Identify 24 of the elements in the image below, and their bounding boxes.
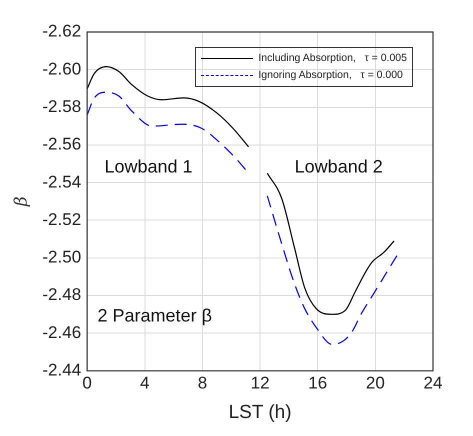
y-tick-label: -2.50 xyxy=(42,248,82,267)
y-tick-label: -2.60 xyxy=(42,59,82,78)
y-tick-label: -2.46 xyxy=(42,322,82,342)
legend-label: Including Absorption, τ = 0.005 xyxy=(258,51,407,66)
y-tick-label: -2.58 xyxy=(42,96,82,116)
x-tick-label: 20 xyxy=(366,374,385,393)
x-axis-title: LST (h) xyxy=(228,402,292,423)
y-axis-title: β xyxy=(12,196,32,208)
y-tick-label: -2.52 xyxy=(42,210,82,229)
y-tick-label: -2.44 xyxy=(42,360,82,380)
x-tick-label: 12 xyxy=(250,374,270,393)
y-tick-label: -2.54 xyxy=(42,172,82,192)
x-tick-label: 8 xyxy=(198,374,208,393)
y-tick-label: -2.48 xyxy=(42,285,82,304)
y-tick-label: -2.62 xyxy=(42,22,82,41)
y-tick-label: -2.56 xyxy=(42,134,82,154)
annotation: Lowband 1 xyxy=(104,156,193,176)
annotation: 2 Parameter β xyxy=(98,306,212,326)
annotation: Lowband 2 xyxy=(294,156,383,176)
x-tick-label: 16 xyxy=(308,374,328,393)
x-tick-label: 24 xyxy=(424,374,442,393)
legend-label: Ignoring Absorption, τ = 0.000 xyxy=(258,68,403,83)
x-tick-label: 4 xyxy=(140,374,150,393)
x-tick-label: 0 xyxy=(82,374,92,393)
